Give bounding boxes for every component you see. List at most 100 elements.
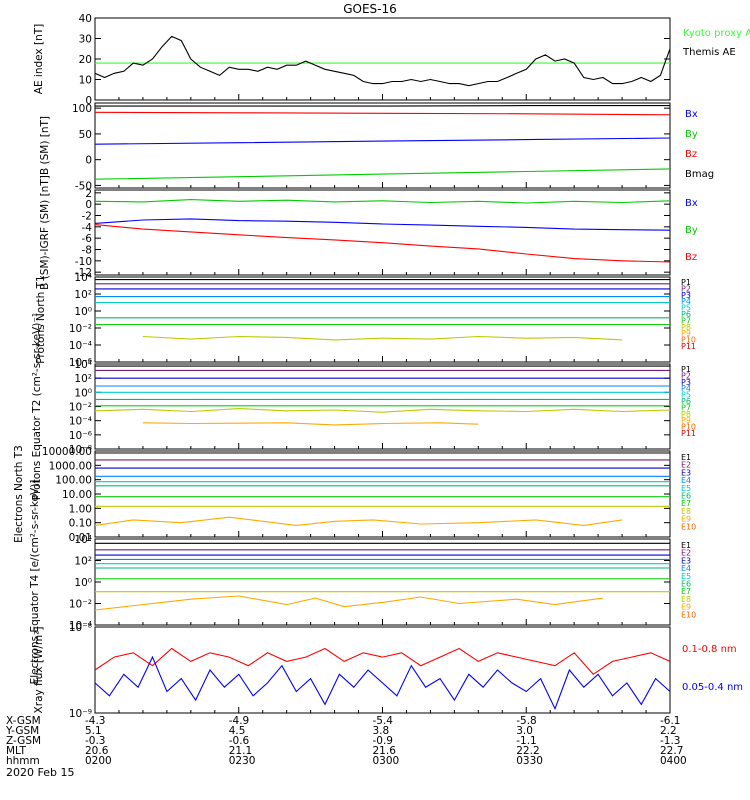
orbit-value: -0.6 (229, 735, 250, 747)
y-tick-label: 10⁻⁴ (69, 620, 92, 632)
orbit-row-label: X-GSM (6, 715, 41, 727)
orbit-value: 22.7 (660, 745, 683, 757)
panel-frame (94, 189, 671, 276)
series-bsm-2 (94, 111, 671, 116)
legend-label: P11 (681, 429, 696, 438)
y-tick-label: 10⁴ (74, 534, 92, 546)
series-electrons_t3-8 (94, 516, 623, 526)
y-tick-label: 0 (85, 95, 92, 107)
legend-label: Bmag (685, 169, 714, 180)
y-tick-label: -12 (75, 267, 92, 279)
legend-label: E9 (681, 515, 691, 524)
y-tick-label: 10² (74, 373, 92, 385)
y-tick-label: 10.00 (62, 489, 92, 501)
y-tick-label: 1000.00 (49, 460, 92, 472)
series-ae-1 (94, 35, 671, 87)
y-tick-label: 10⁴ (74, 359, 92, 371)
orbit-value: -5.4 (373, 715, 394, 727)
legend-label: E8 (681, 595, 691, 604)
y-tick-label: 1.00 (69, 503, 92, 515)
legend-label: E3 (681, 556, 691, 565)
y-axis-label: Protons North T1 (35, 275, 47, 363)
y-tick-label: -2 (82, 211, 92, 223)
y-tick-label: 10⁻⁶ (69, 430, 92, 442)
orbit-value: -0.3 (85, 735, 106, 747)
y-tick-label: 10⁻⁹ (69, 708, 92, 720)
legend-label: P9 (681, 416, 691, 425)
y-tick-label: 10² (74, 556, 92, 568)
series-xray-0 (94, 647, 671, 676)
legend-label: P8 (681, 323, 691, 332)
y-tick-label: -6 (82, 233, 93, 245)
y-tick-label: 10⁻⁸ (69, 444, 92, 456)
panel-frame (94, 626, 671, 714)
panel-frame (94, 450, 671, 538)
legend-label: E6 (681, 492, 691, 501)
panel-frame (94, 102, 671, 189)
orbit-value: 22.2 (516, 745, 539, 757)
legend-label: P1 (681, 278, 691, 287)
panel-bdiff: -12-10-8-6-4-202 B (SM)-IGRF (SM) [nT] Bx B… (39, 175, 698, 290)
orbit-value: 0200 (85, 755, 112, 767)
orbit-value: 21.6 (373, 745, 397, 757)
series-bsm-3 (95, 105, 670, 107)
panel-xray: 10⁻⁹ 10⁻⁸ Xray flux [W/m²] 0.1-0.8 nm 0.05-0… (33, 622, 743, 720)
orbit-value: 3.0 (516, 725, 533, 737)
legend-label: E4 (681, 564, 691, 573)
y-tick-label: 10⁻⁶ (69, 357, 92, 369)
y-tick-label: 2 (85, 188, 92, 200)
legend-label: P6 (681, 397, 691, 406)
legend-label: E4 (681, 476, 691, 485)
y-axis-label: B (SM) [nT] (39, 116, 51, 175)
legend-label: E6 (681, 580, 691, 589)
y-tick-label: 100 (72, 103, 92, 115)
orbit-value: -6.1 (660, 715, 681, 727)
legend-label: Bz (685, 252, 697, 263)
legend-label: P3 (681, 378, 691, 387)
orbit-value: 21.1 (229, 745, 252, 757)
orbit-value: -4.9 (229, 715, 250, 727)
y-tick-label: 0.01 (69, 532, 92, 544)
legend-label: E2 (681, 549, 691, 558)
y-axis-label: B (SM)-IGRF (SM) [nT] (39, 175, 51, 290)
y-tick-label: 10⁰ (74, 306, 92, 318)
legend-label: P11 (681, 342, 696, 351)
y-tick-label: -8 (82, 245, 92, 257)
series-bsm-0 (94, 137, 671, 145)
panel-frame (94, 538, 671, 626)
orbit-value: -0.9 (373, 735, 394, 747)
legend-label: P4 (681, 384, 691, 393)
orbit-row-label: Y-GSM (5, 725, 39, 737)
orbit-value: -1.1 (516, 735, 537, 747)
series-protons_t2-8 (142, 422, 479, 426)
y-axis-label: Electrons North T3 (13, 445, 25, 543)
series-bsm-1 (94, 168, 671, 180)
orbit-value: 0400 (660, 755, 687, 767)
figure-title: GOES-16 (343, 2, 397, 16)
legend-label: P7 (681, 316, 691, 325)
y-axis-label: Electrons Equator T4 [e/(cm²-s-sr-keV)] (29, 480, 41, 685)
orbit-value: -1.3 (660, 735, 681, 747)
orbit-value: 0300 (373, 755, 400, 767)
legend-label: By (685, 225, 698, 236)
y-tick-label: 10⁰ (74, 577, 92, 589)
orbit-value: 2.2 (660, 725, 677, 737)
legend-label: P4 (681, 297, 691, 306)
series-bdiff-0 (94, 218, 671, 231)
date-label: 2020 Feb 15 (6, 766, 74, 779)
y-axis-label: Xray flux [W/m²] (33, 627, 45, 714)
panel-bsm: -50 0 50 100 B (SM) [nT] Bx By Bz Bmag (39, 102, 714, 192)
orbit-row-label: MLT (6, 745, 26, 757)
legend-label: 0.05-0.4 nm (682, 682, 743, 693)
legend-label: Bx (685, 198, 698, 209)
series-bdiff-1 (94, 199, 671, 204)
y-tick-label: 10⁴ (74, 272, 92, 284)
orbit-value: 4.5 (229, 725, 246, 737)
orbit-row-label: hhmm (6, 755, 40, 767)
orbit-row-label: Z-GSM (6, 735, 41, 747)
orbit-value: 3.8 (373, 725, 390, 737)
series-xray-1 (94, 655, 671, 711)
